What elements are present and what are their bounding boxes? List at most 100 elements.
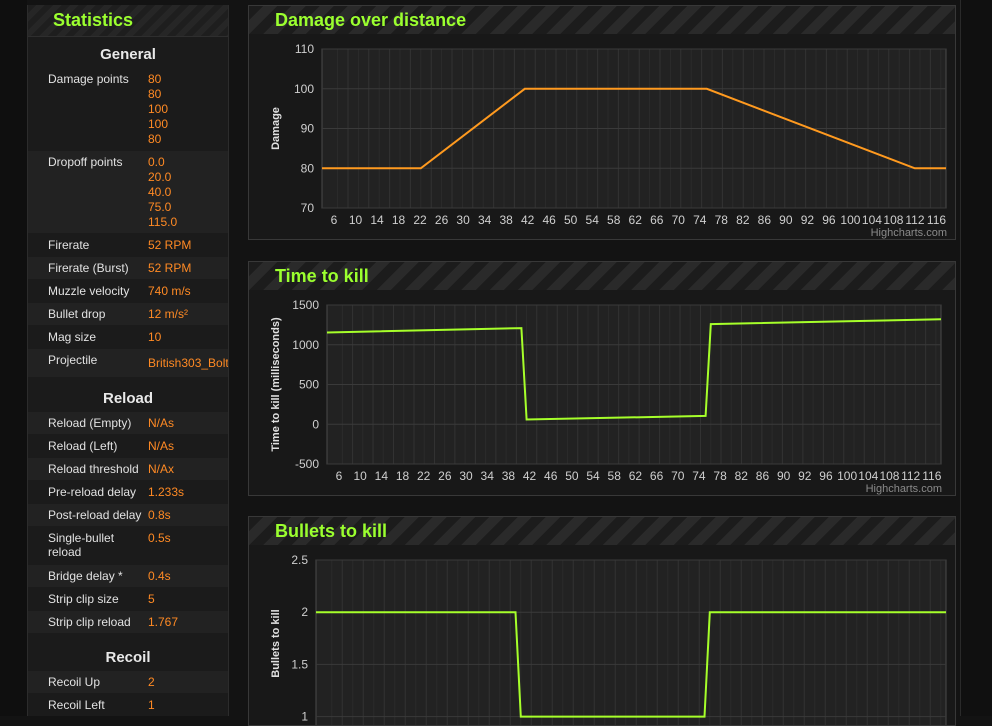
x-tick-label: 78 [713, 469, 727, 483]
x-tick-label: 18 [396, 469, 410, 483]
stat-row-single-bullet-reload: Single-bullet reload 0.5s [28, 527, 228, 564]
x-tick-label: 6 [331, 213, 338, 227]
stat-value: 80 80 100 100 80 [148, 72, 169, 146]
y-tick-label: 0 [312, 417, 319, 431]
btk-chart-title: Bullets to kill [275, 521, 388, 541]
x-tick-label: 90 [779, 213, 793, 227]
x-tick-label: 90 [777, 469, 791, 483]
stat-label: Firerate [48, 238, 90, 252]
stat-row-damage-points: Damage points 80 80 100 100 80 [28, 68, 228, 150]
stat-value: N/As [148, 439, 175, 453]
x-tick-label: 38 [502, 469, 516, 483]
x-tick-label: 50 [565, 469, 579, 483]
stat-row-reload-left: Reload (Left) N/As [28, 435, 228, 457]
x-tick-label: 108 [883, 213, 903, 227]
stat-label: Recoil Left [48, 698, 105, 712]
y-tick-label: 2 [301, 605, 308, 619]
stat-label: Bridge delay * [48, 569, 123, 583]
x-tick-label: 46 [542, 213, 556, 227]
y-tick-label: 80 [301, 161, 315, 175]
x-tick-label: 34 [481, 469, 495, 483]
stat-value: 0.5s [148, 531, 171, 545]
y-axis-title: Damage [270, 107, 282, 150]
x-tick-label: 66 [650, 213, 664, 227]
y-tick-label: 90 [301, 122, 315, 136]
damage-chart-panel: Damage over distance 70 80 90 100 110 6 10 14 18… [248, 5, 956, 240]
x-tick-label: 86 [756, 469, 770, 483]
stat-label: Dropoff points [48, 155, 123, 169]
x-tick-label: 100 [840, 213, 860, 227]
x-tick-label: 58 [608, 469, 622, 483]
stat-row-post-reload-delay: Post-reload delay 0.8s [28, 504, 228, 526]
stat-label: Strip clip size [48, 592, 119, 606]
stat-value: 0.4s [148, 569, 171, 583]
stat-value: 1.767 [148, 615, 179, 629]
stat-label: Firerate (Burst) [48, 261, 129, 275]
stat-label: Reload (Left) [48, 439, 118, 453]
x-tick-label: 100 [837, 469, 857, 483]
ttk-chart-title: Time to kill [275, 266, 369, 286]
right-margin [960, 0, 992, 716]
damage-chart: 70 80 90 100 110 6 10 14 18 22 26 30 34 38 42 46 50 54 58 6… [270, 42, 947, 239]
stat-label: Recoil Up [48, 675, 101, 689]
x-tick-label: 82 [735, 469, 749, 483]
x-tick-label: 14 [375, 469, 389, 483]
stat-value: British303_Bolt [148, 356, 229, 370]
left-margin [0, 0, 27, 716]
stat-row-bridge-delay: Bridge delay * 0.4s [28, 565, 228, 587]
stat-row-dropoff-points: Dropoff points 0.0 20.0 40.0 75.0 115.0 [28, 151, 228, 233]
btk-chart-panel: Bullets to kill 1 1.5 2 2.5 Bullets to kill [248, 516, 956, 726]
x-tick-label: 22 [413, 213, 427, 227]
x-tick-label: 54 [586, 469, 600, 483]
x-tick-label: 86 [758, 213, 772, 227]
stat-label: Strip clip reload [48, 615, 131, 629]
x-tick-label: 62 [629, 213, 643, 227]
x-tick-label: 34 [478, 213, 492, 227]
x-tick-label: 46 [544, 469, 558, 483]
stat-row-bullet-drop: Bullet drop 12 m/s² [28, 303, 228, 325]
stat-value: 52 RPM [148, 238, 192, 252]
x-tick-label: 42 [523, 469, 537, 483]
x-tick-label: 22 [417, 469, 431, 483]
x-tick-label: 6 [336, 469, 343, 483]
series-line [322, 87, 946, 170]
y-tick-label: 1500 [292, 298, 319, 312]
x-tick-label: 26 [435, 213, 449, 227]
x-tick-label: 10 [349, 213, 363, 227]
x-tick-label: 104 [862, 213, 882, 227]
y-tick-label: 1000 [292, 338, 319, 352]
stat-row-recoil-up: Recoil Up 2 [28, 671, 228, 693]
x-tick-label: 74 [693, 213, 707, 227]
x-tick-label: 58 [607, 213, 621, 227]
series-line [326, 318, 942, 421]
y-tick-label: 2.5 [291, 553, 308, 567]
x-tick-label: 66 [650, 469, 664, 483]
y-tick-label: 100 [294, 82, 314, 96]
statistics-header: Statistics [28, 5, 228, 37]
stat-label: Projectile [48, 353, 98, 367]
x-tick-label: 54 [586, 213, 600, 227]
stat-row-mag-size: Mag size 10 [28, 326, 228, 348]
x-tick-label: 70 [672, 213, 686, 227]
stat-value: 5 [148, 592, 155, 606]
x-tick-label: 18 [392, 213, 406, 227]
stat-label: Reload threshold [48, 462, 139, 476]
x-tick-label: 104 [858, 469, 878, 483]
stat-value: 0.8s [148, 508, 171, 522]
stat-value: 2 [148, 675, 155, 689]
stat-row-reload-empty: Reload (Empty) N/As [28, 412, 228, 434]
x-tick-label: 50 [564, 213, 578, 227]
x-tick-label: 92 [801, 213, 815, 227]
statistics-title: Statistics [53, 10, 134, 30]
stat-label: Single-bullet reload [48, 531, 115, 559]
y-tick-label: -500 [295, 457, 319, 471]
btk-chart: 1 1.5 2 2.5 Bullets to kill [270, 553, 947, 725]
stat-row-pre-reload-delay: Pre-reload delay 1.233s [28, 481, 228, 503]
section-title-reload: Reload [102, 390, 153, 407]
x-tick-label: 30 [459, 469, 473, 483]
x-tick-label: 92 [798, 469, 812, 483]
y-tick-label: 500 [299, 378, 319, 392]
ttk-chart: -500 0 500 1000 1500 6 10 14 18 22 26 30 34 38 42 46 50 5… [270, 298, 942, 495]
stat-value: 1.233s [148, 485, 185, 499]
x-tick-label: 70 [671, 469, 685, 483]
